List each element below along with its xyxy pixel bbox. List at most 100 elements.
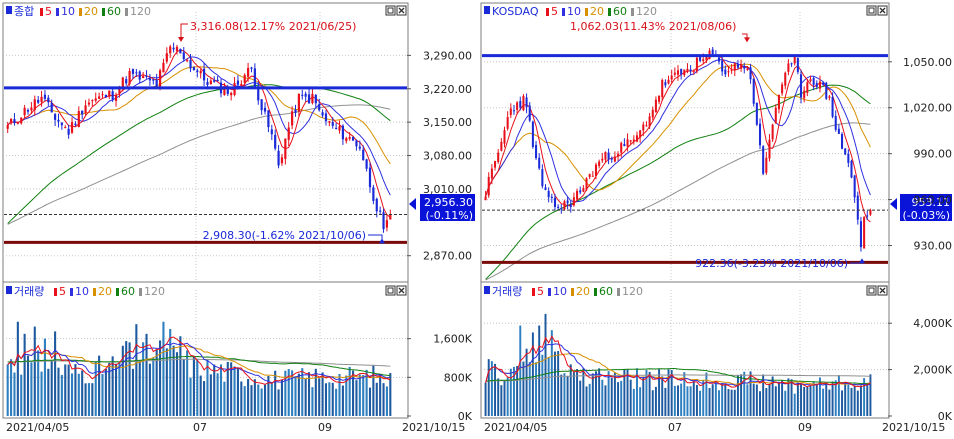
candle [223, 86, 226, 95]
volume-bar [257, 384, 260, 416]
candle [121, 77, 124, 87]
candle [673, 72, 676, 75]
window-restore-icon[interactable] [385, 5, 396, 16]
y-tick-label: 3,220.00 [423, 83, 472, 96]
volume-bar [670, 370, 673, 416]
legend-label-120: 120 [144, 285, 165, 298]
candle [81, 110, 84, 115]
kospi-legend: 5 10 20 60 120 [40, 5, 151, 18]
candle [257, 86, 260, 101]
volume-bar [345, 375, 348, 416]
y-tick-label: 990.00 [914, 148, 953, 161]
candle [850, 160, 853, 178]
legend-label-120: 120 [636, 5, 657, 18]
candle [362, 149, 365, 161]
candle [576, 190, 579, 200]
volume-bar [639, 387, 642, 416]
volume-bar [588, 383, 591, 416]
volume-bar [270, 382, 273, 416]
candle [547, 190, 550, 198]
volume-bar [755, 384, 758, 416]
high-arrow-icon [178, 36, 184, 42]
volume-bar [632, 388, 635, 416]
candle [487, 177, 490, 196]
volume-bar [57, 367, 60, 416]
window-restore-icon[interactable] [866, 285, 877, 296]
candle [77, 111, 80, 128]
volume-bar [765, 388, 768, 416]
y-tick-label: 930.00 [914, 240, 953, 253]
candle [730, 69, 733, 71]
window-restore-icon[interactable] [866, 5, 877, 16]
x-tick-label: 2021/04/05 [484, 421, 547, 434]
candle [610, 158, 613, 160]
volume-bar [74, 364, 77, 416]
volume-bar [768, 384, 771, 416]
volume-bar [77, 373, 80, 416]
candle [651, 109, 654, 118]
y-tick-label: 0K [938, 410, 953, 423]
volume-bar [101, 373, 104, 416]
candle [658, 95, 661, 102]
volume-bar [617, 382, 620, 416]
candle [324, 113, 328, 122]
candle [385, 220, 389, 228]
candle [828, 96, 831, 98]
volume-bar [162, 321, 165, 416]
volume-bar [142, 342, 145, 416]
volume-bar [667, 369, 670, 416]
volume-bar [87, 383, 91, 416]
volume-bar [557, 351, 560, 416]
volume-bar [294, 376, 297, 416]
candle [43, 94, 47, 99]
candle [87, 102, 91, 105]
legend-swatch-20 [585, 8, 588, 16]
volume-bar [382, 383, 385, 416]
volume-bar [226, 361, 229, 416]
candle [856, 195, 859, 220]
legend-label-60: 60 [107, 5, 121, 18]
candle [847, 153, 850, 163]
volume-bar [569, 364, 572, 416]
candle [758, 123, 762, 146]
x-tick-label: 07 [193, 421, 207, 434]
volume-bar [673, 385, 676, 416]
candle [755, 102, 758, 125]
legend-label-60: 60 [613, 5, 627, 18]
candle [6, 125, 9, 129]
ma60-line [7, 355, 391, 377]
volume-bar [579, 380, 582, 416]
candle [321, 112, 324, 116]
candle [114, 95, 118, 101]
candle [569, 204, 572, 208]
current-change: (-0.11%) [426, 209, 474, 222]
kosdaq-legend: 5 10 20 60 120 [546, 5, 657, 18]
legend-swatch-120 [617, 288, 620, 296]
candle [670, 75, 673, 80]
window-close-icon[interactable] [877, 5, 888, 16]
volume-bar [355, 380, 358, 416]
window-close-icon[interactable] [396, 5, 407, 16]
candle [620, 142, 623, 153]
low-arrow-icon [379, 238, 385, 244]
candle [522, 95, 525, 111]
candle [538, 157, 541, 169]
panel-marker-icon [6, 6, 12, 14]
volume-bar [189, 377, 192, 416]
volume-bar [10, 359, 13, 416]
candle [148, 78, 152, 81]
volume-bar [81, 370, 84, 416]
candle [585, 178, 588, 190]
volume-bar [800, 383, 803, 416]
window-close-icon[interactable] [877, 285, 888, 296]
window-close-icon[interactable] [396, 285, 407, 296]
volume-bar [135, 324, 138, 416]
volume-bar [328, 382, 331, 416]
candle [632, 139, 635, 142]
candle [506, 117, 509, 129]
window-restore-icon[interactable] [385, 285, 396, 296]
volume-bar [841, 390, 844, 416]
volume-bar [522, 361, 525, 416]
volume-bar [111, 356, 114, 416]
kospi-price-y-axis: 3,290.00 3,220.00 3,150.00 3,080.00 3,010.00… [407, 49, 472, 263]
